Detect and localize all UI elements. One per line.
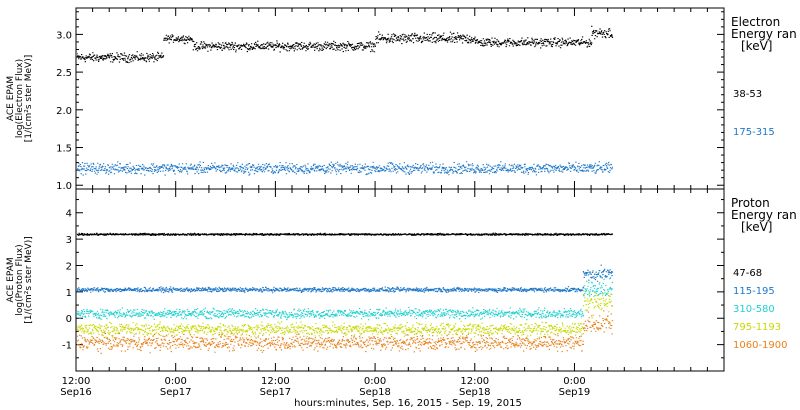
x-axis-label: hours:minutes, Sep. 16, 2015 - Sep. 19, … — [294, 398, 522, 409]
y-axis-title-line: [1/(cm²s ster MeV)] — [24, 236, 34, 323]
series-points — [77, 161, 614, 176]
x-tick-label-date: Sep19 — [559, 387, 591, 398]
legend-entry: 47-68 — [733, 268, 762, 279]
y-tick-label: 1.0 — [56, 181, 72, 192]
y-tick-label: 4 — [66, 209, 72, 220]
x-tick-label-date: Sep18 — [459, 387, 491, 398]
series-47-68 — [77, 232, 614, 236]
x-tick-label-date: Sep16 — [60, 387, 92, 398]
y-tick-label: -1 — [62, 341, 72, 352]
legend-title-line: Electron — [731, 15, 780, 29]
panel-electron: 1.0 1.5 2.0 2.5 3.0 ACE EPAMlog(Electron Flux… — [6, 7, 797, 192]
plot-frame — [75, 188, 725, 372]
y-axis-title: ACE EPAMlog(Electron Flux)[1/(cm²s ster … — [6, 55, 34, 142]
y-axis-title-line: log(Electron Flux) — [15, 59, 25, 138]
y-tick-label: 0 — [66, 314, 72, 325]
legend-title-line: Energy ran — [731, 27, 797, 41]
y-tick-label: 2.0 — [56, 106, 72, 117]
y-tick-label: 3 — [66, 235, 72, 246]
series-175-315 — [77, 161, 614, 176]
legend-title-line: [keV] — [741, 39, 772, 53]
x-tick-label-time: 0:00 — [563, 376, 585, 387]
x-tick-label-time: 0:00 — [164, 376, 186, 387]
series-points — [77, 25, 614, 64]
legend-entry: 795-1193 — [733, 322, 781, 333]
series-38-53 — [77, 25, 614, 64]
y-axis-title: ACE EPAMlog(Proton Flux)[1/(cm²s ster Me… — [6, 236, 34, 323]
legend-entry: 175-315 — [733, 127, 775, 138]
panel-proton: -1 0 1 2 3 4 ACE EPAMlog(Proton Flux)[1/(cm²s … — [6, 188, 797, 372]
legend-title-line: [keV] — [741, 220, 772, 234]
series-points — [77, 310, 614, 354]
x-tick-label-time: 12:00 — [261, 376, 290, 387]
legend-entry: 38-53 — [733, 89, 762, 100]
series-1060-1900 — [77, 310, 614, 354]
legend-title-line: Energy ran — [731, 208, 797, 222]
series-points — [77, 232, 614, 236]
y-tick-label: 1 — [66, 288, 72, 299]
x-tick-label-date: Sep17 — [260, 387, 292, 398]
y-tick-label: 2.5 — [56, 68, 72, 79]
y-tick-label: 3.0 — [56, 30, 72, 41]
x-tick-label-time: 12:00 — [62, 376, 91, 387]
y-tick-label: 1.5 — [56, 144, 72, 155]
legend-title-line: Proton — [731, 196, 770, 210]
x-tick-label-date: Sep17 — [160, 387, 192, 398]
y-axis-title-line: log(Proton Flux) — [15, 244, 25, 315]
x-tick-label-date: Sep18 — [359, 387, 391, 398]
y-tick-label: 2 — [66, 261, 72, 272]
series-points — [77, 290, 614, 338]
series-310-580 — [77, 278, 614, 321]
series-795-1193 — [77, 290, 614, 338]
y-axis-title-line: ACE EPAM — [6, 76, 16, 121]
legend-entry: 115-195 — [733, 286, 775, 297]
y-axis-title-line: ACE EPAM — [6, 257, 16, 302]
x-tick-label-time: 0:00 — [364, 376, 386, 387]
legend-entry: 310-580 — [733, 304, 775, 315]
x-tick-label-time: 12:00 — [460, 376, 489, 387]
legend-entry: 1060-1900 — [733, 340, 788, 351]
series-points — [77, 278, 614, 321]
y-axis-title-line: [1/(cm²s ster MeV)] — [24, 55, 34, 142]
